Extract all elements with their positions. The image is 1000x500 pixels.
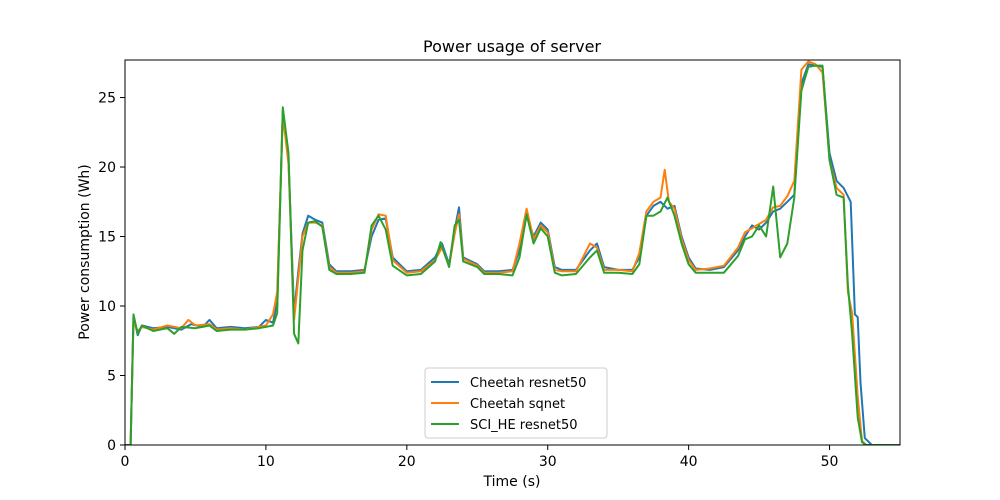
legend: Cheetah resnet50 Cheetah sqnet SCI_HE resn…: [424, 367, 608, 439]
legend-box: [424, 367, 608, 439]
plot-area-frame: [124, 59, 901, 446]
y-axis: 0 5 10 15 20 25: [98, 91, 125, 454]
series-line-1: [125, 60, 900, 445]
x-tick-label: 0: [121, 454, 130, 470]
series-line-2: [125, 64, 900, 445]
x-tick-label: 50: [821, 454, 839, 470]
y-tick-label: 10: [98, 299, 116, 315]
x-tick-label: 10: [257, 454, 275, 470]
legend-label-2: SCI_HE resnet50: [470, 418, 578, 433]
x-tick-label: 30: [539, 454, 557, 470]
x-tick-label: 20: [398, 454, 416, 470]
y-tick-label: 15: [98, 230, 116, 246]
y-tick-label: 25: [98, 91, 116, 107]
chart-title: Power usage of server: [423, 37, 601, 56]
series-lines: [125, 60, 900, 445]
y-tick-label: 5: [107, 369, 116, 385]
y-tick-label: 0: [107, 438, 116, 454]
legend-label-0: Cheetah resnet50: [470, 376, 586, 391]
y-tick-label: 20: [98, 160, 116, 176]
y-axis-label: Power consumption (Wh): [77, 164, 93, 340]
x-axis-label: Time (s): [483, 474, 541, 490]
x-tick-label: 40: [680, 454, 698, 470]
legend-label-1: Cheetah sqnet: [470, 397, 565, 412]
x-axis: 0 10 20 30 40 50: [121, 445, 839, 470]
